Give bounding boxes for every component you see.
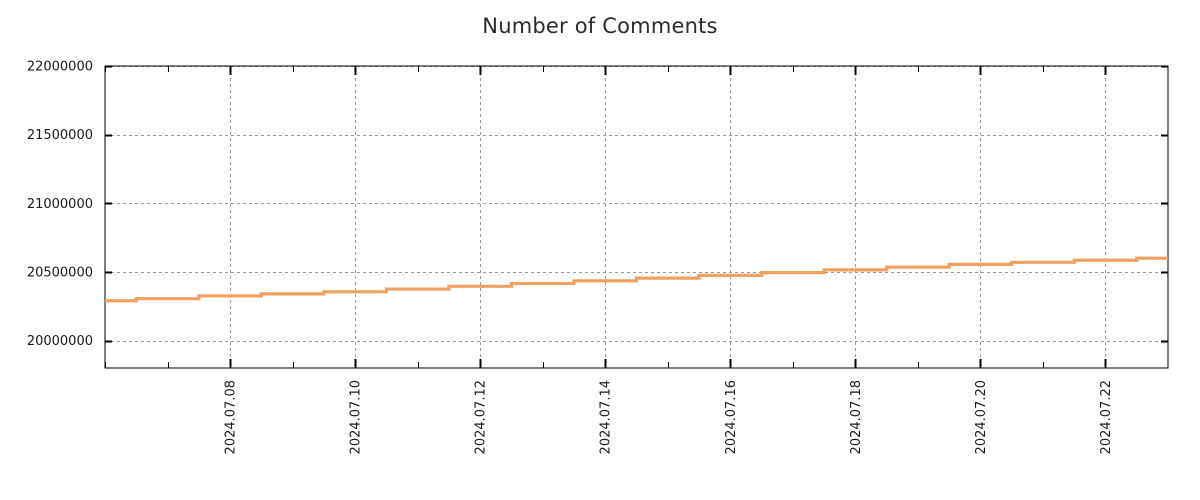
x-tick-label: 2024.07.12 xyxy=(474,380,489,454)
y-tick-label: 21500000 xyxy=(27,128,93,143)
x-tick-label: 2024.07.14 xyxy=(599,380,614,454)
axis-tickmarks xyxy=(104,65,1168,368)
x-gridlines xyxy=(230,66,1106,368)
x-tick-label: 2024.07.22 xyxy=(1099,380,1114,454)
y-gridlines xyxy=(105,66,1168,342)
x-tick-label: 2024.07.16 xyxy=(724,380,739,454)
x-tick-label: 2024.07.10 xyxy=(349,380,364,454)
y-tick-label: 20000000 xyxy=(27,334,93,349)
x-tick-label: 2024.07.18 xyxy=(849,380,864,454)
x-tick-label: 2024.07.08 xyxy=(224,380,239,454)
x-tick-label: 2024.07.20 xyxy=(974,380,989,454)
y-tick-label: 21000000 xyxy=(27,197,93,212)
x-axis-tick-labels: 2024.07.08 2024.07.10 2024.07.12 2024.07.14… xyxy=(224,380,1114,454)
page-title: Number of Comments xyxy=(482,14,718,38)
plot-frame-border xyxy=(104,65,1169,369)
y-tick-label: 22000000 xyxy=(27,60,93,75)
series-line-number-of-comments xyxy=(105,256,1168,303)
data-series-group xyxy=(105,256,1168,303)
y-axis-tick-labels: 20000000 20500000 21000000 21500000 22000000 xyxy=(27,60,93,350)
y-tick-label: 20500000 xyxy=(27,265,93,280)
